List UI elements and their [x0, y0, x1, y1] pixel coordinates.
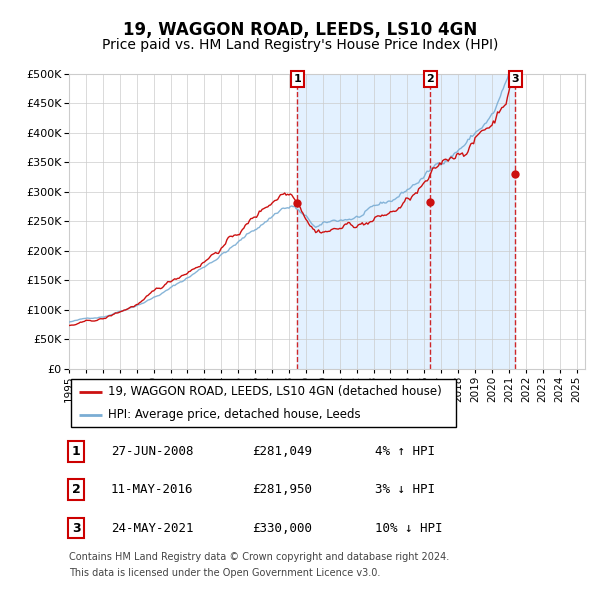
Text: 1: 1	[72, 445, 80, 458]
Text: 19, WAGGON ROAD, LEEDS, LS10 4GN: 19, WAGGON ROAD, LEEDS, LS10 4GN	[123, 21, 477, 39]
Text: HPI: Average price, detached house, Leeds: HPI: Average price, detached house, Leed…	[108, 408, 361, 421]
Text: 4% ↑ HPI: 4% ↑ HPI	[375, 445, 435, 458]
Text: Contains HM Land Registry data © Crown copyright and database right 2024.: Contains HM Land Registry data © Crown c…	[69, 552, 449, 562]
Text: 10% ↓ HPI: 10% ↓ HPI	[375, 522, 443, 535]
Text: 11-MAY-2016: 11-MAY-2016	[111, 483, 193, 496]
Bar	[297, 74, 515, 369]
Text: 2: 2	[427, 74, 434, 84]
Text: £330,000: £330,000	[252, 522, 312, 535]
Text: 1: 1	[293, 74, 301, 84]
Text: 3% ↓ HPI: 3% ↓ HPI	[375, 483, 435, 496]
Text: 2: 2	[72, 483, 80, 496]
Text: 27-JUN-2008: 27-JUN-2008	[111, 445, 193, 458]
Text: 3: 3	[72, 522, 80, 535]
Text: £281,950: £281,950	[252, 483, 312, 496]
Text: 19, WAGGON ROAD, LEEDS, LS10 4GN (detached house): 19, WAGGON ROAD, LEEDS, LS10 4GN (detach…	[108, 385, 442, 398]
Text: 3: 3	[512, 74, 519, 84]
Text: Price paid vs. HM Land Registry's House Price Index (HPI): Price paid vs. HM Land Registry's House …	[102, 38, 498, 53]
Text: 24-MAY-2021: 24-MAY-2021	[111, 522, 193, 535]
FancyBboxPatch shape	[71, 379, 456, 427]
Text: This data is licensed under the Open Government Licence v3.0.: This data is licensed under the Open Gov…	[69, 568, 380, 578]
Text: £281,049: £281,049	[252, 445, 312, 458]
